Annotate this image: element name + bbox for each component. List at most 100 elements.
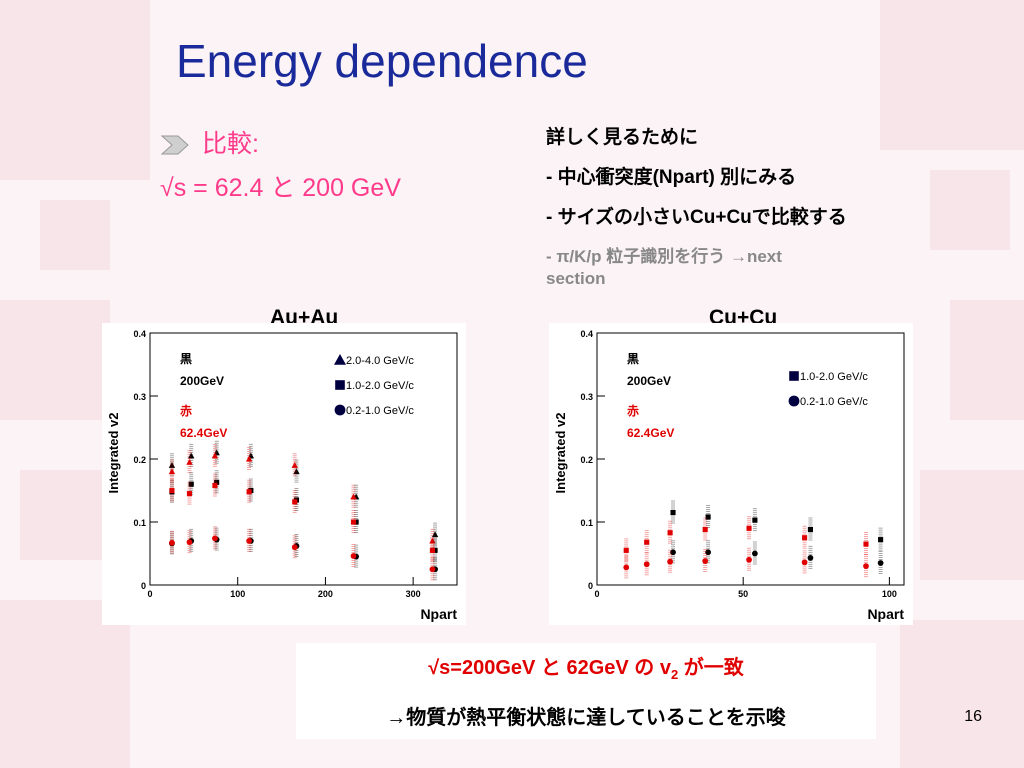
- legend-label: 0.2-1.0 GeV/c: [800, 396, 868, 408]
- page-number: 16: [964, 708, 982, 725]
- data-point: [186, 539, 193, 546]
- data-point: [246, 538, 252, 544]
- x-tick-label: 100: [230, 589, 245, 599]
- data-point: [212, 535, 218, 542]
- data-point: [746, 556, 752, 563]
- data-point: [807, 555, 814, 561]
- data-point: [211, 452, 219, 459]
- chart-auau-plot: 0 0.1 0.2 0.3 0.4 0 100 200 300 Npart Integrated v…: [106, 329, 458, 622]
- annotation-black: 黒: [627, 352, 639, 366]
- conclusion-box: √s=200GeV と 62GeV の v2 が一致 →物質が熱平衡状態に達して…: [296, 643, 876, 739]
- x-axis-label: Npart: [867, 606, 904, 622]
- slide-title: Energy dependence: [176, 35, 588, 87]
- annotation-red: 赤: [627, 403, 639, 418]
- y-tick-label: 0: [141, 581, 146, 591]
- data-point: [291, 462, 298, 468]
- annotation-black-energy: 200GeV: [180, 374, 224, 388]
- legend-label: 0.2-1.0 GeV/c: [346, 405, 414, 417]
- data-point: [752, 550, 758, 557]
- x-tick-label: 0: [147, 589, 152, 599]
- data-point: [169, 539, 175, 546]
- data-point: [752, 517, 758, 523]
- data-point: [431, 531, 439, 538]
- data-point: [188, 452, 195, 459]
- legend-label: 1.0-2.0 GeV/c: [346, 380, 414, 392]
- data-point: [168, 468, 176, 475]
- data-point: [807, 527, 813, 533]
- data-point: [670, 549, 676, 556]
- notes-item-pid-line2: section: [546, 269, 606, 288]
- chart-auau: 0 0.1 0.2 0.3 0.4 0 100 200 300 Npart Integrated v…: [102, 323, 466, 625]
- data-point: [878, 537, 884, 543]
- notes-item-cucu: - サイズの小さいCu+Cuで比較する: [546, 207, 847, 228]
- legend-label: 2.0-4.0 GeV/c: [346, 355, 414, 367]
- data-point: [746, 525, 752, 531]
- conclusion-line-1-suffix: が一致: [678, 657, 744, 679]
- y-tick-label: 0: [588, 581, 593, 591]
- data-point: [643, 561, 650, 568]
- annotation-black: 黒: [180, 352, 192, 366]
- data-point: [801, 559, 808, 566]
- data-point: [429, 537, 436, 544]
- data-point: [705, 549, 711, 556]
- annotation-red: 赤: [180, 403, 192, 418]
- data-point: [186, 458, 193, 465]
- data-point: [667, 530, 673, 536]
- data-point: [802, 535, 808, 541]
- data-point: [246, 489, 252, 495]
- y-axis-label: Integrated v2: [553, 413, 568, 494]
- y-tick-label: 0.2: [580, 455, 593, 465]
- chart-cucu-plot: 0 0.1 0.2 0.3 0.4 0 50 100 Npart Integrated v2 黒 20…: [553, 329, 905, 622]
- data-point: [186, 491, 193, 497]
- notes-heading: 詳しく見るために: [546, 127, 699, 148]
- data-point: [291, 544, 298, 551]
- data-point: [705, 514, 711, 520]
- data-point: [863, 541, 869, 547]
- x-tick-label: 100: [882, 589, 897, 599]
- notes-item-pid: - π/K/p 粒子識別を行う →next section: [546, 246, 847, 290]
- y-tick-label: 0.1: [580, 518, 593, 528]
- conclusion-line-1-sub: 2: [671, 667, 679, 682]
- legend-marker-square: [789, 371, 799, 381]
- data-point: [353, 519, 359, 525]
- legend-marker-triangle: [334, 354, 346, 365]
- notes-item-pid-line1: - π/K/p 粒子識別を行う →next: [546, 247, 782, 266]
- data-point: [350, 493, 357, 500]
- conclusion-line-1-prefix: √s=200GeV と 62GeV の v: [428, 657, 671, 679]
- legend-marker-circle: [788, 395, 800, 407]
- x-tick-label: 50: [738, 589, 748, 599]
- y-tick-label: 0.1: [133, 518, 146, 528]
- annotation-black-energy: 200GeV: [627, 374, 671, 388]
- data-point: [169, 487, 175, 494]
- legend-marker-circle: [334, 404, 346, 416]
- data-point: [702, 527, 708, 533]
- conclusion-line-1: √s=200GeV と 62GeV の v2 が一致: [296, 651, 876, 682]
- data-point: [863, 563, 869, 569]
- annotation-red-energy: 62.4GeV: [180, 426, 227, 440]
- y-tick-label: 0.3: [133, 392, 146, 402]
- annotation-red-energy: 62.4GeV: [627, 426, 674, 440]
- y-tick-label: 0.4: [580, 329, 593, 339]
- bullet-energies: √s = 62.4 と 200 GeV: [160, 174, 401, 202]
- legend-marker-square: [335, 380, 345, 390]
- y-tick-label: 0.2: [133, 455, 146, 465]
- plot-frame: [149, 332, 458, 586]
- data-point: [188, 481, 194, 487]
- data-point: [350, 519, 357, 525]
- data-point: [212, 482, 218, 489]
- y-tick-label: 0.3: [580, 392, 593, 402]
- data-point: [623, 547, 629, 553]
- notes-item-npart: - 中心衝突度(Npart) 別にみる: [546, 167, 797, 188]
- conclusion-line-2: →物質が熱平衡状態に達していることを示唆: [386, 707, 786, 729]
- bullet-compare-label: 比較:: [202, 130, 259, 158]
- data-point: [350, 553, 357, 559]
- data-point: [429, 566, 436, 573]
- x-tick-label: 0: [594, 589, 599, 599]
- x-tick-label: 200: [318, 589, 333, 599]
- data-point: [168, 462, 176, 468]
- data-point: [702, 558, 709, 564]
- chart-cucu: 0 0.1 0.2 0.3 0.4 0 50 100 Npart Integrated v2 黒 20…: [549, 323, 913, 625]
- data-point: [429, 547, 435, 553]
- data-point: [877, 560, 884, 566]
